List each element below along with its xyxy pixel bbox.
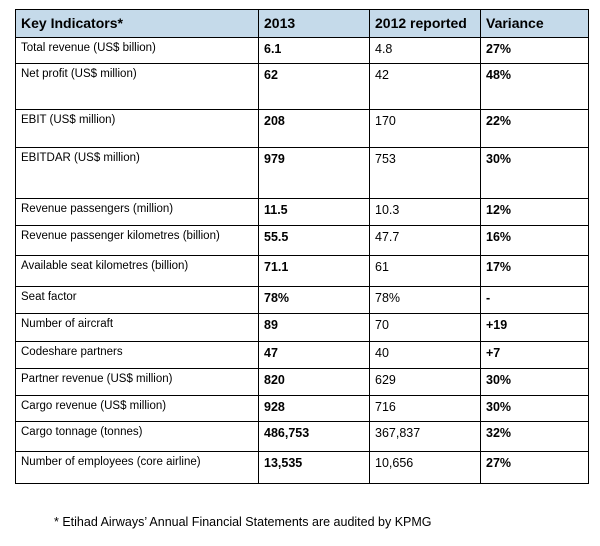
variance-cell: 17% [480, 255, 589, 287]
value-2012-cell: 42 [369, 63, 481, 110]
indicator-cell: EBIT (US$ million) [15, 109, 259, 148]
value-2013-cell: 6.1 [258, 37, 370, 64]
variance-cell: 30% [480, 395, 589, 422]
indicator-cell: Seat factor [15, 286, 259, 314]
indicator-cell: Partner revenue (US$ million) [15, 368, 259, 396]
table-row: Revenue passenger kilometres (billion) 55… [15, 225, 589, 256]
value-2013-cell: 820 [258, 368, 370, 396]
value-2012-cell: 367,837 [369, 421, 481, 452]
table-row: Codeshare partners 47 40 +7 [15, 341, 589, 369]
table-row: Revenue passengers (million) 11.5 10.3 12% [15, 198, 589, 226]
value-2012-cell: 78% [369, 286, 481, 314]
value-2013-cell: 71.1 [258, 255, 370, 287]
footnote: * Etihad Airways’ Annual Financial State… [54, 515, 432, 529]
value-2013-cell: 78% [258, 286, 370, 314]
variance-cell: 12% [480, 198, 589, 226]
indicator-cell: EBITDAR (US$ million) [15, 147, 259, 199]
indicator-cell: Revenue passenger kilometres (billion) [15, 225, 259, 256]
variance-cell: 30% [480, 368, 589, 396]
column-header-2012-reported: 2012 reported [369, 9, 481, 38]
table-row: Partner revenue (US$ million) 820 629 30% [15, 368, 589, 396]
variance-cell: - [480, 286, 589, 314]
value-2013-cell: 208 [258, 109, 370, 148]
variance-cell: +7 [480, 341, 589, 369]
table-row: Cargo revenue (US$ million) 928 716 30% [15, 395, 589, 422]
indicator-cell: Net profit (US$ million) [15, 63, 259, 110]
column-header-2013: 2013 [258, 9, 370, 38]
value-2013-cell: 13,535 [258, 451, 370, 484]
value-2012-cell: 61 [369, 255, 481, 287]
value-2012-cell: 10,656 [369, 451, 481, 484]
value-2013-cell: 89 [258, 313, 370, 342]
value-2012-cell: 10.3 [369, 198, 481, 226]
variance-cell: 16% [480, 225, 589, 256]
table-row: Number of employees (core airline) 13,535… [15, 451, 589, 484]
value-2012-cell: 716 [369, 395, 481, 422]
value-2013-cell: 979 [258, 147, 370, 199]
value-2013-cell: 47 [258, 341, 370, 369]
value-2012-cell: 4.8 [369, 37, 481, 64]
indicator-cell: Codeshare partners [15, 341, 259, 369]
variance-cell: +19 [480, 313, 589, 342]
column-header-variance: Variance [480, 9, 589, 38]
value-2013-cell: 486,753 [258, 421, 370, 452]
value-2012-cell: 629 [369, 368, 481, 396]
indicator-cell: Available seat kilometres (billion) [15, 255, 259, 287]
table-row: EBITDAR (US$ million) 979 753 30% [15, 147, 589, 199]
value-2013-cell: 928 [258, 395, 370, 422]
value-2013-cell: 11.5 [258, 198, 370, 226]
value-2013-cell: 62 [258, 63, 370, 110]
column-header-indicator: Key Indicators* [15, 9, 259, 38]
value-2012-cell: 170 [369, 109, 481, 148]
table-row: Total revenue (US$ billion) 6.1 4.8 27% [15, 37, 589, 64]
value-2012-cell: 753 [369, 147, 481, 199]
variance-cell: 27% [480, 37, 589, 64]
variance-cell: 22% [480, 109, 589, 148]
table-row: Number of aircraft 89 70 +19 [15, 313, 589, 342]
indicator-cell: Cargo tonnage (tonnes) [15, 421, 259, 452]
value-2013-cell: 55.5 [258, 225, 370, 256]
variance-cell: 48% [480, 63, 589, 110]
table-row: Seat factor 78% 78% - [15, 286, 589, 314]
value-2012-cell: 40 [369, 341, 481, 369]
indicator-cell: Revenue passengers (million) [15, 198, 259, 226]
value-2012-cell: 70 [369, 313, 481, 342]
table-row: Available seat kilometres (billion) 71.1 6… [15, 255, 589, 287]
variance-cell: 27% [480, 451, 589, 484]
indicator-cell: Total revenue (US$ billion) [15, 37, 259, 64]
table-body: Total revenue (US$ billion) 6.1 4.8 27% Net … [15, 37, 589, 484]
indicator-cell: Number of aircraft [15, 313, 259, 342]
table-row: Net profit (US$ million) 62 42 48% [15, 63, 589, 110]
variance-cell: 32% [480, 421, 589, 452]
indicator-cell: Number of employees (core airline) [15, 451, 259, 484]
value-2012-cell: 47.7 [369, 225, 481, 256]
table-header-row: Key Indicators* 2013 2012 reported Varia… [15, 9, 589, 38]
table-row: EBIT (US$ million) 208 170 22% [15, 109, 589, 148]
variance-cell: 30% [480, 147, 589, 199]
key-indicators-table: Key Indicators* 2013 2012 reported Varia… [15, 9, 589, 484]
table-row: Cargo tonnage (tonnes) 486,753 367,837 32% [15, 421, 589, 452]
indicator-cell: Cargo revenue (US$ million) [15, 395, 259, 422]
